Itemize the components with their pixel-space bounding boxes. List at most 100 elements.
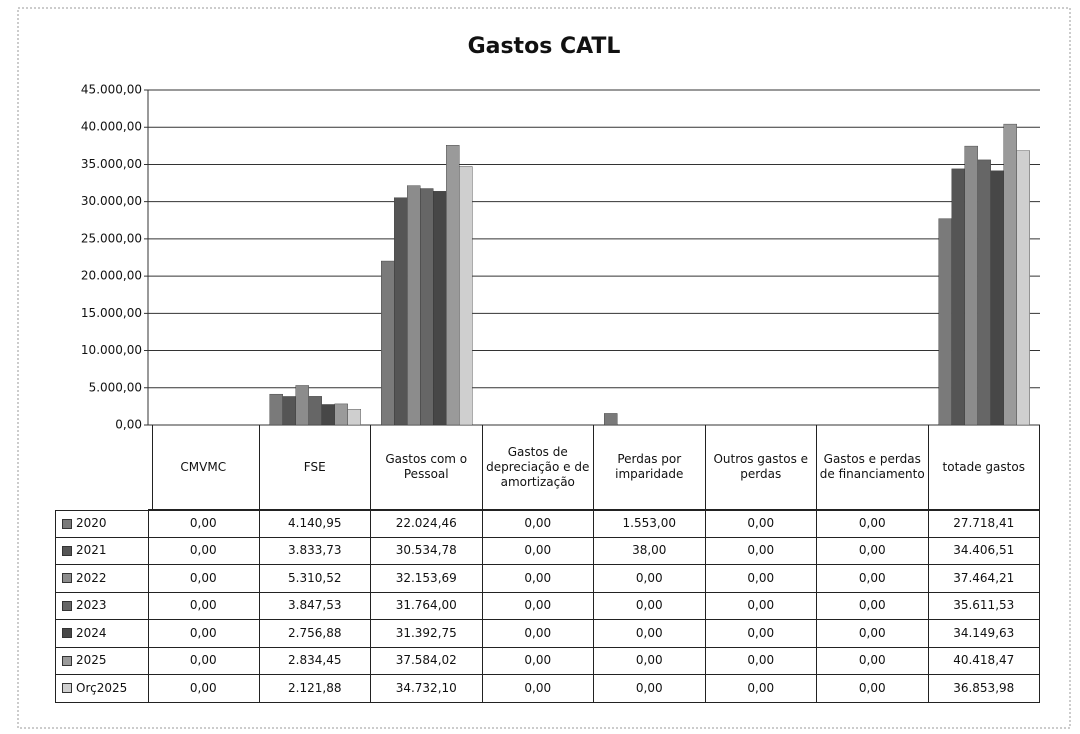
legend-key bbox=[62, 518, 72, 529]
table-cell: 0,00 bbox=[594, 565, 706, 593]
table-cell: 34.732,10 bbox=[371, 675, 483, 703]
bar bbox=[407, 185, 421, 426]
bar bbox=[308, 396, 322, 426]
table-cell: 3.847,53 bbox=[259, 592, 371, 620]
bar bbox=[347, 409, 361, 426]
x-tick-label: Perdas por imparidade bbox=[594, 425, 706, 510]
y-tick-label: 45.000,00 bbox=[81, 83, 142, 97]
table-cell: 4.140,95 bbox=[259, 510, 371, 538]
y-tick-label: 20.000,00 bbox=[81, 269, 142, 283]
table-cell: 0,00 bbox=[482, 510, 594, 538]
table-cell: 0,00 bbox=[148, 592, 260, 620]
table-cell: 37.464,21 bbox=[928, 565, 1040, 593]
table-cell: 0,00 bbox=[705, 647, 817, 675]
bar bbox=[990, 170, 1004, 426]
x-tick-label: CMVMC bbox=[148, 425, 260, 510]
table-cell: 31.392,75 bbox=[371, 620, 483, 648]
table-cell: 0,00 bbox=[148, 537, 260, 565]
table-cell: 40.418,47 bbox=[928, 647, 1040, 675]
table-cell: 0,00 bbox=[817, 675, 929, 703]
legend-label: 2023 bbox=[76, 598, 107, 613]
table-cell: 2.121,88 bbox=[259, 675, 371, 703]
table-cell: 1.553,00 bbox=[594, 510, 706, 538]
legend-key bbox=[62, 628, 72, 639]
bar bbox=[1016, 150, 1030, 426]
bar bbox=[938, 218, 952, 426]
table-cell: 0,00 bbox=[817, 647, 929, 675]
table-cell: 34.406,51 bbox=[928, 537, 1040, 565]
table-cell: 0,00 bbox=[705, 592, 817, 620]
bar bbox=[964, 145, 978, 426]
y-tick-label: 40.000,00 bbox=[81, 120, 142, 134]
table-cell: 0,00 bbox=[705, 537, 817, 565]
chart-frame bbox=[17, 7, 1071, 729]
x-tick-label: Gastos com o Pessoal bbox=[371, 425, 483, 510]
table-cell: 0,00 bbox=[482, 565, 594, 593]
table-cell: 0,00 bbox=[594, 620, 706, 648]
bar bbox=[1003, 123, 1017, 426]
table-cell: 0,00 bbox=[594, 592, 706, 620]
bar bbox=[433, 191, 447, 426]
legend-key bbox=[62, 655, 72, 666]
table-corner bbox=[148, 425, 153, 510]
bar bbox=[420, 188, 434, 426]
table-cell: 38,00 bbox=[594, 537, 706, 565]
x-tick-label: Gastos de depreciação e de amortização bbox=[482, 425, 594, 510]
table-cell: 31.764,00 bbox=[371, 592, 483, 620]
x-tick-label: totade gastos bbox=[928, 425, 1040, 510]
legend-label: 2021 bbox=[76, 543, 107, 558]
table-cell: 0,00 bbox=[705, 675, 817, 703]
legend-key bbox=[62, 683, 72, 694]
legend-entry: Orç2025 bbox=[55, 675, 149, 703]
table-cell: 0,00 bbox=[482, 675, 594, 703]
y-tick-label: 15.000,00 bbox=[81, 306, 142, 320]
legend-entry: 2021 bbox=[55, 537, 149, 565]
legend-label: 2020 bbox=[76, 516, 107, 531]
legend-entry: 2022 bbox=[55, 565, 149, 593]
table-cell: 0,00 bbox=[817, 592, 929, 620]
x-tick-label: FSE bbox=[259, 425, 371, 510]
table-cell: 0,00 bbox=[594, 647, 706, 675]
table-cell: 0,00 bbox=[482, 592, 594, 620]
bar bbox=[604, 413, 618, 426]
table-cell: 0,00 bbox=[594, 675, 706, 703]
legend-label: 2022 bbox=[76, 570, 107, 585]
bar bbox=[459, 166, 473, 426]
bar bbox=[446, 145, 460, 426]
legend-entry: 2020 bbox=[55, 510, 149, 538]
table-cell: 2.834,45 bbox=[259, 647, 371, 675]
legend-key bbox=[62, 573, 72, 584]
table-cell: 36.853,98 bbox=[928, 675, 1040, 703]
table-cell: 0,00 bbox=[817, 565, 929, 593]
bar bbox=[381, 260, 395, 426]
legend-entry: 2025 bbox=[55, 647, 149, 675]
table-cell: 3.833,73 bbox=[259, 537, 371, 565]
bar bbox=[951, 168, 965, 426]
table-cell: 0,00 bbox=[705, 510, 817, 538]
legend-label: 2025 bbox=[76, 653, 107, 668]
table-cell: 0,00 bbox=[148, 510, 260, 538]
table-cell: 37.584,02 bbox=[371, 647, 483, 675]
table-cell: 0,00 bbox=[817, 510, 929, 538]
legend-key bbox=[62, 545, 72, 556]
y-tick-label: 25.000,00 bbox=[81, 231, 142, 245]
table-cell: 0,00 bbox=[148, 565, 260, 593]
table-cell: 0,00 bbox=[705, 565, 817, 593]
table-cell: 5.310,52 bbox=[259, 565, 371, 593]
bar bbox=[334, 403, 348, 426]
y-tick-label: 10.000,00 bbox=[81, 343, 142, 357]
bar bbox=[269, 393, 283, 426]
legend-entry: 2023 bbox=[55, 592, 149, 620]
table-cell: 2.756,88 bbox=[259, 620, 371, 648]
x-tick-label: Gastos e perdas de financiamento bbox=[817, 425, 929, 510]
table-cell: 0,00 bbox=[817, 537, 929, 565]
table-cell: 30.534,78 bbox=[371, 537, 483, 565]
bar bbox=[394, 197, 408, 426]
table-cell: 22.024,46 bbox=[371, 510, 483, 538]
table-cell: 0,00 bbox=[482, 647, 594, 675]
bar bbox=[282, 396, 296, 426]
y-tick-label: 5.000,00 bbox=[89, 380, 142, 394]
table-cell: 0,00 bbox=[482, 620, 594, 648]
chart-title: Gastos CATL bbox=[468, 34, 621, 59]
